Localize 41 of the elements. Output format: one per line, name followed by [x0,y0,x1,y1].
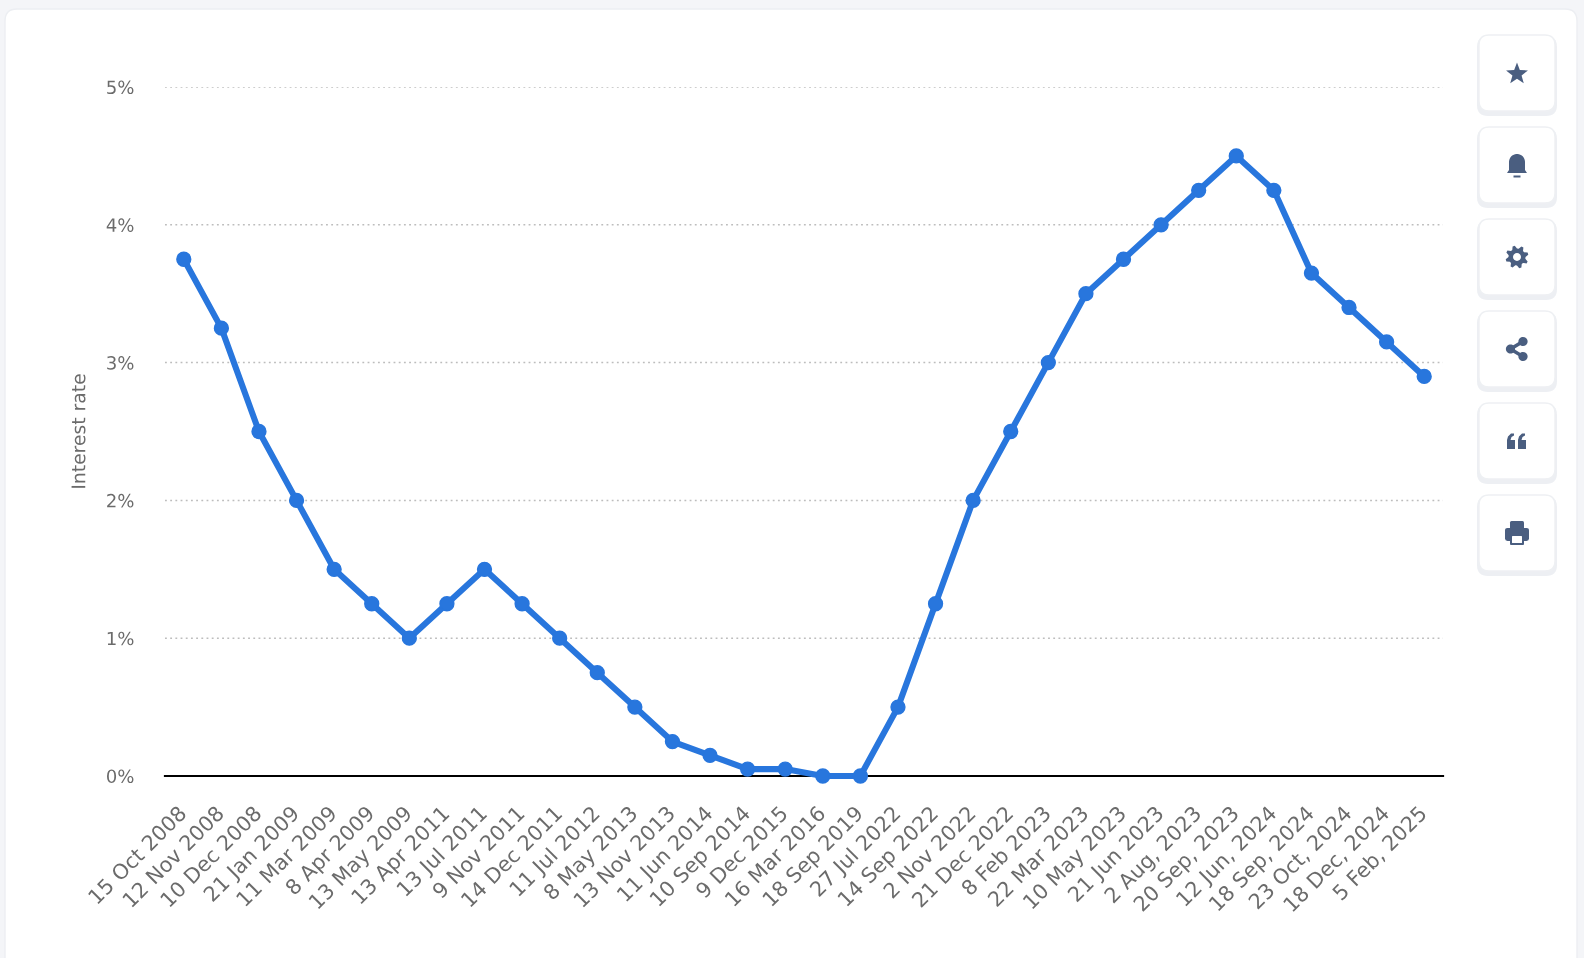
point [288,492,305,509]
point [251,423,267,440]
point [965,492,981,509]
point [1228,148,1244,164]
point [514,596,530,612]
y-tick-label: 4% [106,218,134,232]
point [852,768,869,784]
point [1341,299,1357,316]
point [1191,182,1207,198]
point [777,761,793,777]
y-tick-label: 0% [106,769,134,784]
point [1266,182,1282,198]
point [1378,334,1395,350]
point [927,596,944,612]
y-tick-label: 3% [107,356,134,370]
point [401,630,417,646]
point [326,561,342,577]
point [176,251,192,267]
point [627,699,643,715]
y-tick-label: 5% [107,80,134,95]
point [589,665,605,681]
point [552,630,568,646]
point [1078,286,1094,302]
y-tick-label: 2% [107,493,134,508]
point [890,699,906,715]
point [1303,265,1320,281]
point [815,768,831,784]
y-axis-title: Interest rate [71,374,86,488]
point [739,761,756,777]
point [476,561,493,577]
point [1003,423,1019,440]
point [213,320,230,336]
point [702,747,718,763]
point [364,596,380,612]
point [439,596,455,612]
point [1416,368,1432,385]
point [1040,354,1056,371]
point [664,733,681,750]
point [1153,217,1169,233]
point [1115,251,1132,267]
y-tick-label: 1% [107,631,134,646]
